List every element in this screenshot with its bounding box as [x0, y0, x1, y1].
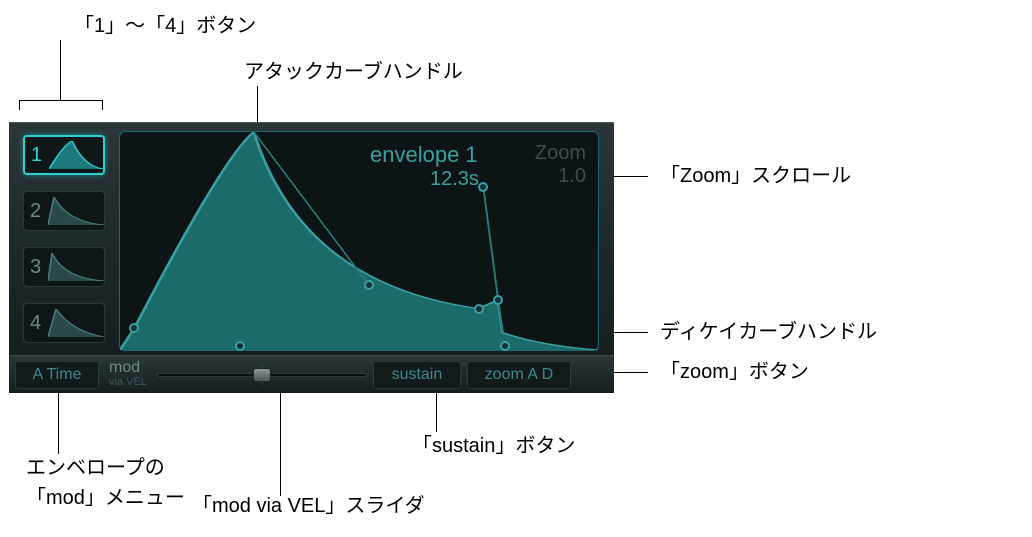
a-time-label: A Time [33, 366, 82, 384]
a-time-button[interactable]: A Time [15, 361, 99, 389]
mod-menu[interactable]: mod via VEL [105, 359, 151, 391]
callout-zoom-scroll: 「Zoom」スクロール [660, 162, 851, 190]
callout-sustain-button: 「sustain」ボタン [412, 432, 575, 460]
envelope-time: 12.3s [430, 168, 479, 191]
mod-label: mod [109, 360, 147, 376]
envelope-outer-handle[interactable] [478, 182, 488, 192]
zoom-ad-button[interactable]: zoom A D [467, 361, 571, 389]
callout-attack-handle: アタックカーブハンドル [244, 58, 463, 86]
sustain-button[interactable]: sustain [373, 361, 461, 389]
env-select-4[interactable]: 4 [23, 303, 105, 343]
envelope-node-release-start[interactable] [493, 295, 503, 305]
env-number: 4 [30, 312, 48, 335]
envelope-curve [120, 132, 598, 350]
env-thumbnail-icon [48, 253, 104, 281]
release-curve-handle[interactable] [500, 341, 510, 351]
envelope-node-start[interactable] [129, 323, 139, 333]
env-select-3[interactable]: 3 [23, 247, 105, 287]
callout-mod-menu-l1: エンベロープの [26, 454, 165, 482]
slider-thumb[interactable] [253, 368, 271, 382]
envelope-node-sustain[interactable] [474, 304, 484, 314]
callout-line [58, 388, 59, 454]
synth-panel: 1 2 3 4 envelope 1 12.3s Zoom [9, 122, 614, 392]
zoom-value: 1.0 [535, 165, 586, 188]
mod-via-vel-slider[interactable] [157, 367, 367, 383]
zoom-label: Zoom [535, 142, 586, 165]
env-number: 1 [31, 144, 49, 167]
zoom-scroll[interactable]: Zoom 1.0 [535, 142, 586, 188]
env-number: 2 [30, 200, 48, 223]
decay-curve-handle[interactable] [364, 280, 374, 290]
env-number: 3 [30, 256, 48, 279]
callout-zoom-button: 「zoom」ボタン [660, 358, 809, 386]
callout-line [102, 100, 103, 110]
callout-mod-slider: 「mod via VEL」スライダ [192, 492, 425, 520]
callout-env-buttons: 「1」～「4」ボタン [74, 12, 256, 40]
attack-curve-handle[interactable] [235, 341, 245, 351]
callout-mod-menu-l2: 「mod」メニュー [26, 484, 185, 512]
envelope-bottom-bar: A Time mod via VEL sustain zoom A D [9, 355, 614, 393]
env-select-1[interactable]: 1 [23, 135, 105, 175]
env-thumbnail-icon [48, 309, 104, 337]
mod-sub-label: via VEL [109, 376, 147, 388]
callout-line [436, 388, 437, 432]
callout-line [19, 100, 102, 101]
sustain-label: sustain [392, 366, 443, 384]
env-thumbnail-icon [48, 197, 104, 225]
envelope-display[interactable]: envelope 1 12.3s Zoom 1.0 [119, 131, 599, 351]
callout-decay-handle: ディケイカーブハンドル [660, 318, 877, 346]
env-select-2[interactable]: 2 [23, 191, 105, 231]
zoom-ad-label: zoom A D [485, 366, 553, 384]
envelope-title: envelope 1 [370, 142, 478, 168]
callout-line [19, 100, 20, 110]
callout-line [60, 40, 61, 100]
env-thumbnail-icon [49, 141, 103, 169]
callout-line [280, 388, 281, 496]
